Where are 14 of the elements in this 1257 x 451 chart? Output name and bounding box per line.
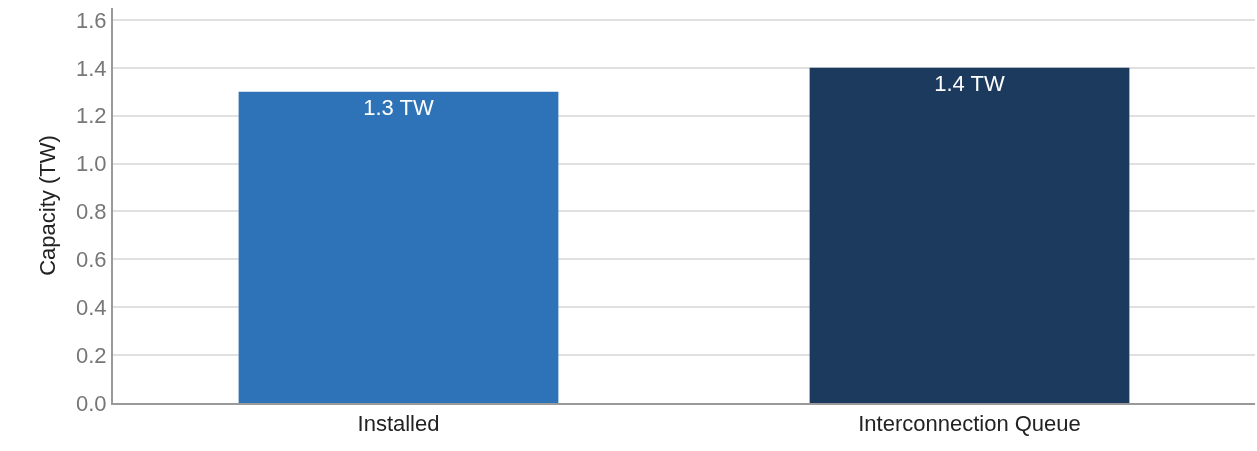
y-tick-label: 1.2 xyxy=(76,103,107,129)
data-label: 1.3 TW xyxy=(363,94,434,120)
y-tick-label: 0.6 xyxy=(76,247,107,273)
y-tick-label: 1.6 xyxy=(76,7,107,33)
data-label: 1.4 TW xyxy=(934,70,1005,96)
y-tick-label: 0.8 xyxy=(76,199,107,225)
y-tick-label: 0.0 xyxy=(76,390,107,416)
x-tick-label: Installed xyxy=(357,411,440,437)
x-tick-label: Interconnection Queue xyxy=(858,411,1081,437)
y-tick-label: 0.2 xyxy=(76,342,107,368)
y-tick-label: 1.4 xyxy=(76,55,107,81)
y-tick-label: 1.0 xyxy=(76,151,107,177)
y-axis-title: Capacity (TW) xyxy=(35,135,61,276)
y-tick-label: 0.4 xyxy=(76,294,107,320)
